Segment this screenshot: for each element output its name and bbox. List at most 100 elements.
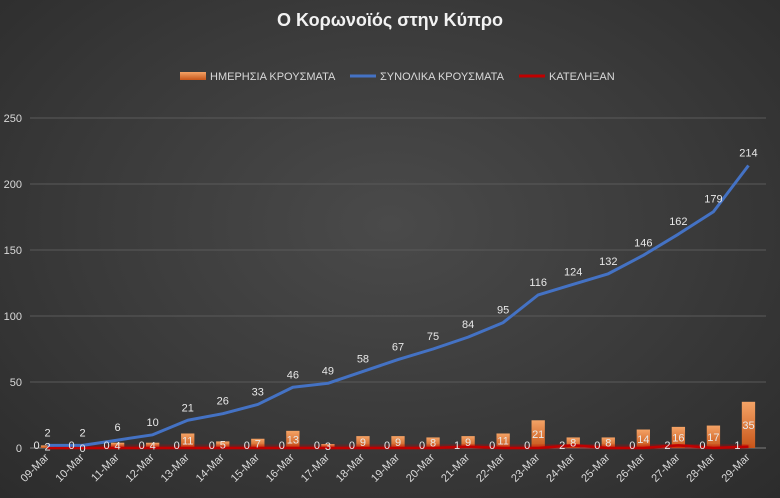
- y-tick-label: 50: [10, 377, 22, 389]
- daily-data-label: 3: [325, 441, 331, 453]
- deaths-data-label: 1: [734, 440, 740, 452]
- daily-data-label: 21: [532, 429, 544, 441]
- y-axis: 0 50 100 150 200 250: [4, 113, 22, 455]
- legend: ΗΜΕΡΗΣΙΑ ΚΡΟΥΣΜΑΤΑ ΣΥΝΟΛΙΚΑ ΚΡΟΥΣΜΑΤΑ ΚΑ…: [180, 71, 615, 83]
- total-data-label: 162: [669, 216, 687, 228]
- deaths-data-label: 0: [69, 440, 75, 452]
- total-data-label: 58: [357, 353, 369, 365]
- y-tick-label: 250: [4, 113, 22, 125]
- y-tick-label: 100: [4, 311, 22, 323]
- total-data-label: 21: [182, 402, 194, 414]
- legend-label-daily: ΗΜΕΡΗΣΙΑ ΚΡΟΥΣΜΑΤΑ: [210, 71, 336, 83]
- daily-bar: [706, 425, 721, 448]
- total-data-label: 46: [287, 369, 299, 381]
- deaths-data-label: 0: [489, 440, 495, 452]
- legend-label-total: ΣΥΝΟΛΙΚΑ ΚΡΟΥΣΜΑΤΑ: [380, 71, 505, 83]
- daily-data-label: 17: [707, 432, 719, 444]
- deaths-data-label: 0: [349, 440, 355, 452]
- daily-bar: [741, 401, 756, 448]
- y-tick-label: 150: [4, 245, 22, 257]
- total-data-label: 2: [80, 427, 86, 439]
- deaths-line: [47, 444, 749, 450]
- total-data-label: 33: [252, 386, 264, 398]
- deaths-data-label: 0: [384, 440, 390, 452]
- deaths-data-label: 0: [419, 440, 425, 452]
- total-data-label: 2: [44, 427, 50, 439]
- daily-bar: [496, 433, 510, 448]
- daily-data-label: 4: [115, 440, 121, 452]
- x-tick-label: 10-Mar: [54, 451, 87, 484]
- x-tick-label: 18-Mar: [334, 451, 367, 484]
- deaths-data-label: 0: [594, 440, 600, 452]
- y-tick-label: 0: [16, 443, 22, 455]
- daily-data-label: 8: [430, 438, 436, 450]
- total-data-label: 67: [392, 342, 404, 354]
- daily-data-label: 13: [287, 434, 299, 446]
- daily-bar: [356, 436, 370, 448]
- x-tick-label: 24-Mar: [544, 451, 577, 484]
- daily-bar: [251, 438, 265, 448]
- deaths-data-label: 0: [209, 440, 215, 452]
- daily-bar: [566, 437, 580, 448]
- x-axis: 09-Mar 10-Mar 11-Mar 12-Mar 13-Mar 14-Mar 15-M…: [19, 451, 753, 484]
- x-tick-label: 25-Mar: [579, 451, 612, 484]
- daily-data-label: 8: [605, 438, 611, 450]
- deaths-data-label: 2: [559, 440, 565, 452]
- daily-bar: [636, 429, 650, 448]
- x-tick-label: 15-Mar: [229, 451, 262, 484]
- daily-bar: [671, 426, 686, 448]
- daily-bar: [426, 437, 440, 448]
- x-tick-label: 27-Mar: [649, 451, 682, 484]
- total-data-label: 10: [147, 417, 159, 429]
- deaths-data-label: 0: [104, 440, 110, 452]
- total-data-label: 6: [115, 422, 121, 434]
- total-data-label: 179: [704, 194, 722, 206]
- total-data-label: 146: [634, 237, 652, 249]
- daily-data-label: 9: [395, 437, 401, 449]
- x-tick-label: 29-Mar: [719, 451, 752, 484]
- gridlines: [30, 117, 766, 449]
- deaths-data-label: 0: [279, 440, 285, 452]
- x-tick-label: 22-Mar: [474, 451, 507, 484]
- x-tick-label: 11-Mar: [89, 451, 122, 484]
- x-tick-label: 12-Mar: [124, 451, 157, 484]
- deaths-data-label: 0: [174, 440, 180, 452]
- daily-data-label: 0: [80, 443, 86, 455]
- daily-data-label: 11: [182, 436, 193, 448]
- daily-data-label: 16: [672, 432, 684, 444]
- x-tick-label: 19-Mar: [369, 451, 402, 484]
- x-tick-label: 20-Mar: [404, 451, 437, 484]
- deaths-data-label: 0: [699, 440, 705, 452]
- x-tick-label: 14-Mar: [194, 451, 227, 484]
- daily-cases-bars: [40, 401, 756, 448]
- daily-bar: [531, 420, 545, 448]
- x-tick-label: 28-Mar: [684, 451, 717, 484]
- x-tick-label: 13-Mar: [159, 451, 192, 484]
- deaths-polyline: [47, 444, 749, 450]
- deaths-data-label: 0: [244, 440, 250, 452]
- x-tick-label: 16-Mar: [264, 451, 297, 484]
- daily-bar: [110, 442, 125, 448]
- x-tick-label: 21-Mar: [439, 451, 472, 484]
- daily-bar: [461, 436, 475, 448]
- daily-data-label: 35: [742, 420, 754, 432]
- legend-swatch-daily: [180, 72, 206, 80]
- chart-title: Ο Κορωνοϊός στην Κύπρο: [277, 10, 503, 30]
- x-tick-label: 23-Mar: [509, 451, 542, 484]
- daily-data-label: 5: [220, 440, 226, 452]
- daily-data-label: 14: [637, 434, 649, 446]
- daily-bar: [321, 444, 335, 448]
- daily-bar: [216, 441, 230, 448]
- deaths-data-label: 0: [629, 440, 635, 452]
- x-tick-label: 17-Mar: [299, 451, 332, 484]
- daily-data-label: 4: [150, 440, 156, 452]
- daily-data-label: 7: [255, 438, 261, 450]
- deaths-data-label: 1: [454, 440, 460, 452]
- x-tick-label: 26-Mar: [614, 451, 647, 484]
- daily-bar: [601, 437, 615, 448]
- total-data-label: 132: [599, 256, 617, 268]
- total-data-label: 116: [529, 277, 547, 289]
- daily-bar: [146, 442, 160, 448]
- daily-bar: [286, 430, 300, 448]
